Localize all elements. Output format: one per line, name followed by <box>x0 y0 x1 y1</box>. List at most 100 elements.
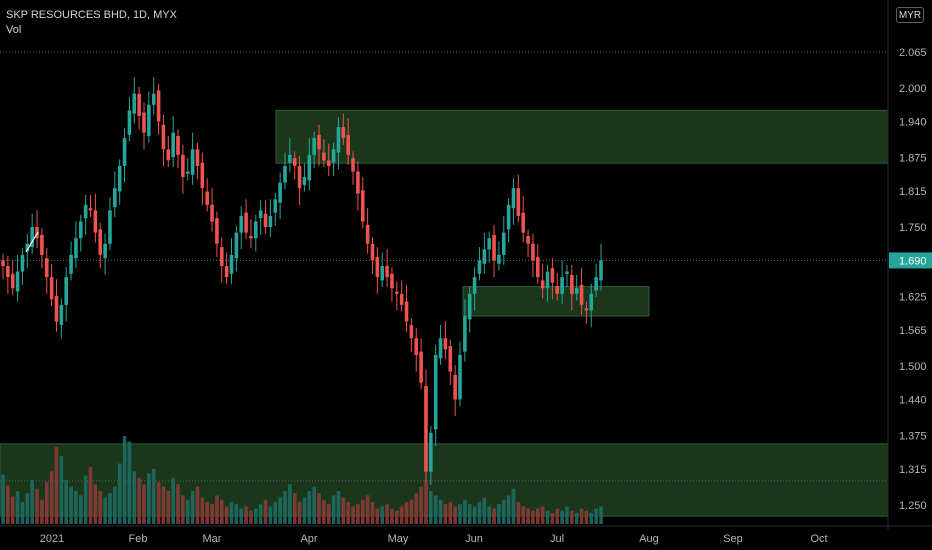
candle-body <box>487 238 491 250</box>
volume-bar <box>307 491 312 524</box>
candle-body <box>10 273 15 289</box>
volume-bar <box>414 493 419 524</box>
candle-body <box>482 249 487 264</box>
candle-body <box>526 235 530 244</box>
volume-bar <box>25 493 30 524</box>
candle-body <box>224 265 229 278</box>
volume-bar <box>288 484 292 524</box>
candle-body <box>113 188 117 208</box>
volume-bar <box>560 510 564 524</box>
volume-bar <box>258 504 263 524</box>
volume-bar <box>438 499 443 524</box>
y-tick-label: 1.315 <box>899 464 927 476</box>
volume-bar <box>88 466 93 524</box>
candle-body <box>278 182 282 203</box>
volume-bar <box>98 491 103 524</box>
volume-bar <box>453 506 457 524</box>
candle-body <box>93 210 98 233</box>
candle-body <box>531 243 535 261</box>
x-tick-label: 2021 <box>40 533 64 545</box>
candle-body <box>117 165 122 192</box>
x-tick-label: Mar <box>203 533 222 545</box>
candle-body <box>78 221 83 239</box>
volume-bar <box>122 436 127 524</box>
candle-body <box>151 93 156 105</box>
candle-body <box>98 229 103 255</box>
candle-body <box>390 273 394 289</box>
volume-bar <box>322 499 326 524</box>
candle-body <box>190 149 195 175</box>
volume-bar <box>594 508 598 524</box>
volume-bar <box>108 493 112 524</box>
candle-body <box>424 386 428 472</box>
candle-body <box>302 177 307 185</box>
candle-body <box>1 260 5 266</box>
volume-bar <box>83 475 88 524</box>
volume-bar <box>234 504 239 524</box>
candle-body <box>477 260 482 274</box>
volume-bar <box>273 502 278 524</box>
volume-bar <box>195 486 200 524</box>
volume-bar <box>239 508 244 524</box>
volume-bar <box>331 495 336 524</box>
candle-body <box>205 191 209 205</box>
candle-body <box>341 127 346 139</box>
candle-body <box>297 165 302 189</box>
candle-body <box>83 204 88 219</box>
candle-body <box>385 265 389 278</box>
volume-bar <box>161 486 166 524</box>
candle-body <box>239 215 244 233</box>
volume-bar <box>501 499 506 524</box>
candle-body <box>15 271 20 292</box>
volume-bar <box>278 497 282 524</box>
candle-body <box>137 93 141 116</box>
volume-bar <box>35 488 39 524</box>
y-tick-label: 2.000 <box>899 83 927 95</box>
volume-bar <box>409 499 414 524</box>
volume-bar <box>351 506 355 524</box>
volume-bar <box>375 508 380 524</box>
candle-body <box>74 238 78 259</box>
volume-bar <box>78 495 83 524</box>
currency-badge[interactable]: MYR <box>896 7 924 23</box>
volume-bar <box>574 513 579 524</box>
candle-body <box>322 152 326 161</box>
volume-bar <box>171 477 175 524</box>
candle-body <box>565 271 569 274</box>
volume-bar <box>467 504 472 524</box>
volume-bar <box>297 502 302 524</box>
x-tick-label: May <box>388 533 409 545</box>
candle-body <box>127 110 132 135</box>
candle-body <box>249 235 253 239</box>
candle-body <box>555 286 560 294</box>
candle-body <box>501 232 506 255</box>
volume-bar <box>64 480 69 524</box>
volume-bar <box>516 502 521 524</box>
candle-body <box>181 154 185 178</box>
volume-bar <box>312 486 316 524</box>
volume-bar <box>492 508 496 524</box>
volume-bar <box>166 491 171 524</box>
volume-bar <box>249 510 253 524</box>
candle-body <box>506 204 511 230</box>
volume-bar <box>540 506 545 524</box>
candle-body <box>195 149 200 166</box>
candle-body <box>511 188 516 209</box>
candle-body <box>395 291 399 294</box>
candle-body <box>263 213 268 228</box>
candle-body <box>589 293 594 311</box>
volume-bar <box>69 486 73 524</box>
candle-body <box>142 112 146 133</box>
candle-body <box>492 234 496 261</box>
candle-body <box>6 265 10 278</box>
volume-bar <box>147 473 151 524</box>
candle-body <box>59 304 64 325</box>
candle-body <box>467 293 472 320</box>
volume-bar <box>385 504 389 524</box>
volume-bar <box>93 484 98 524</box>
volume-bar <box>443 504 448 524</box>
volume-bar <box>399 506 404 524</box>
candle-body <box>108 210 112 244</box>
candle-body <box>521 212 526 233</box>
